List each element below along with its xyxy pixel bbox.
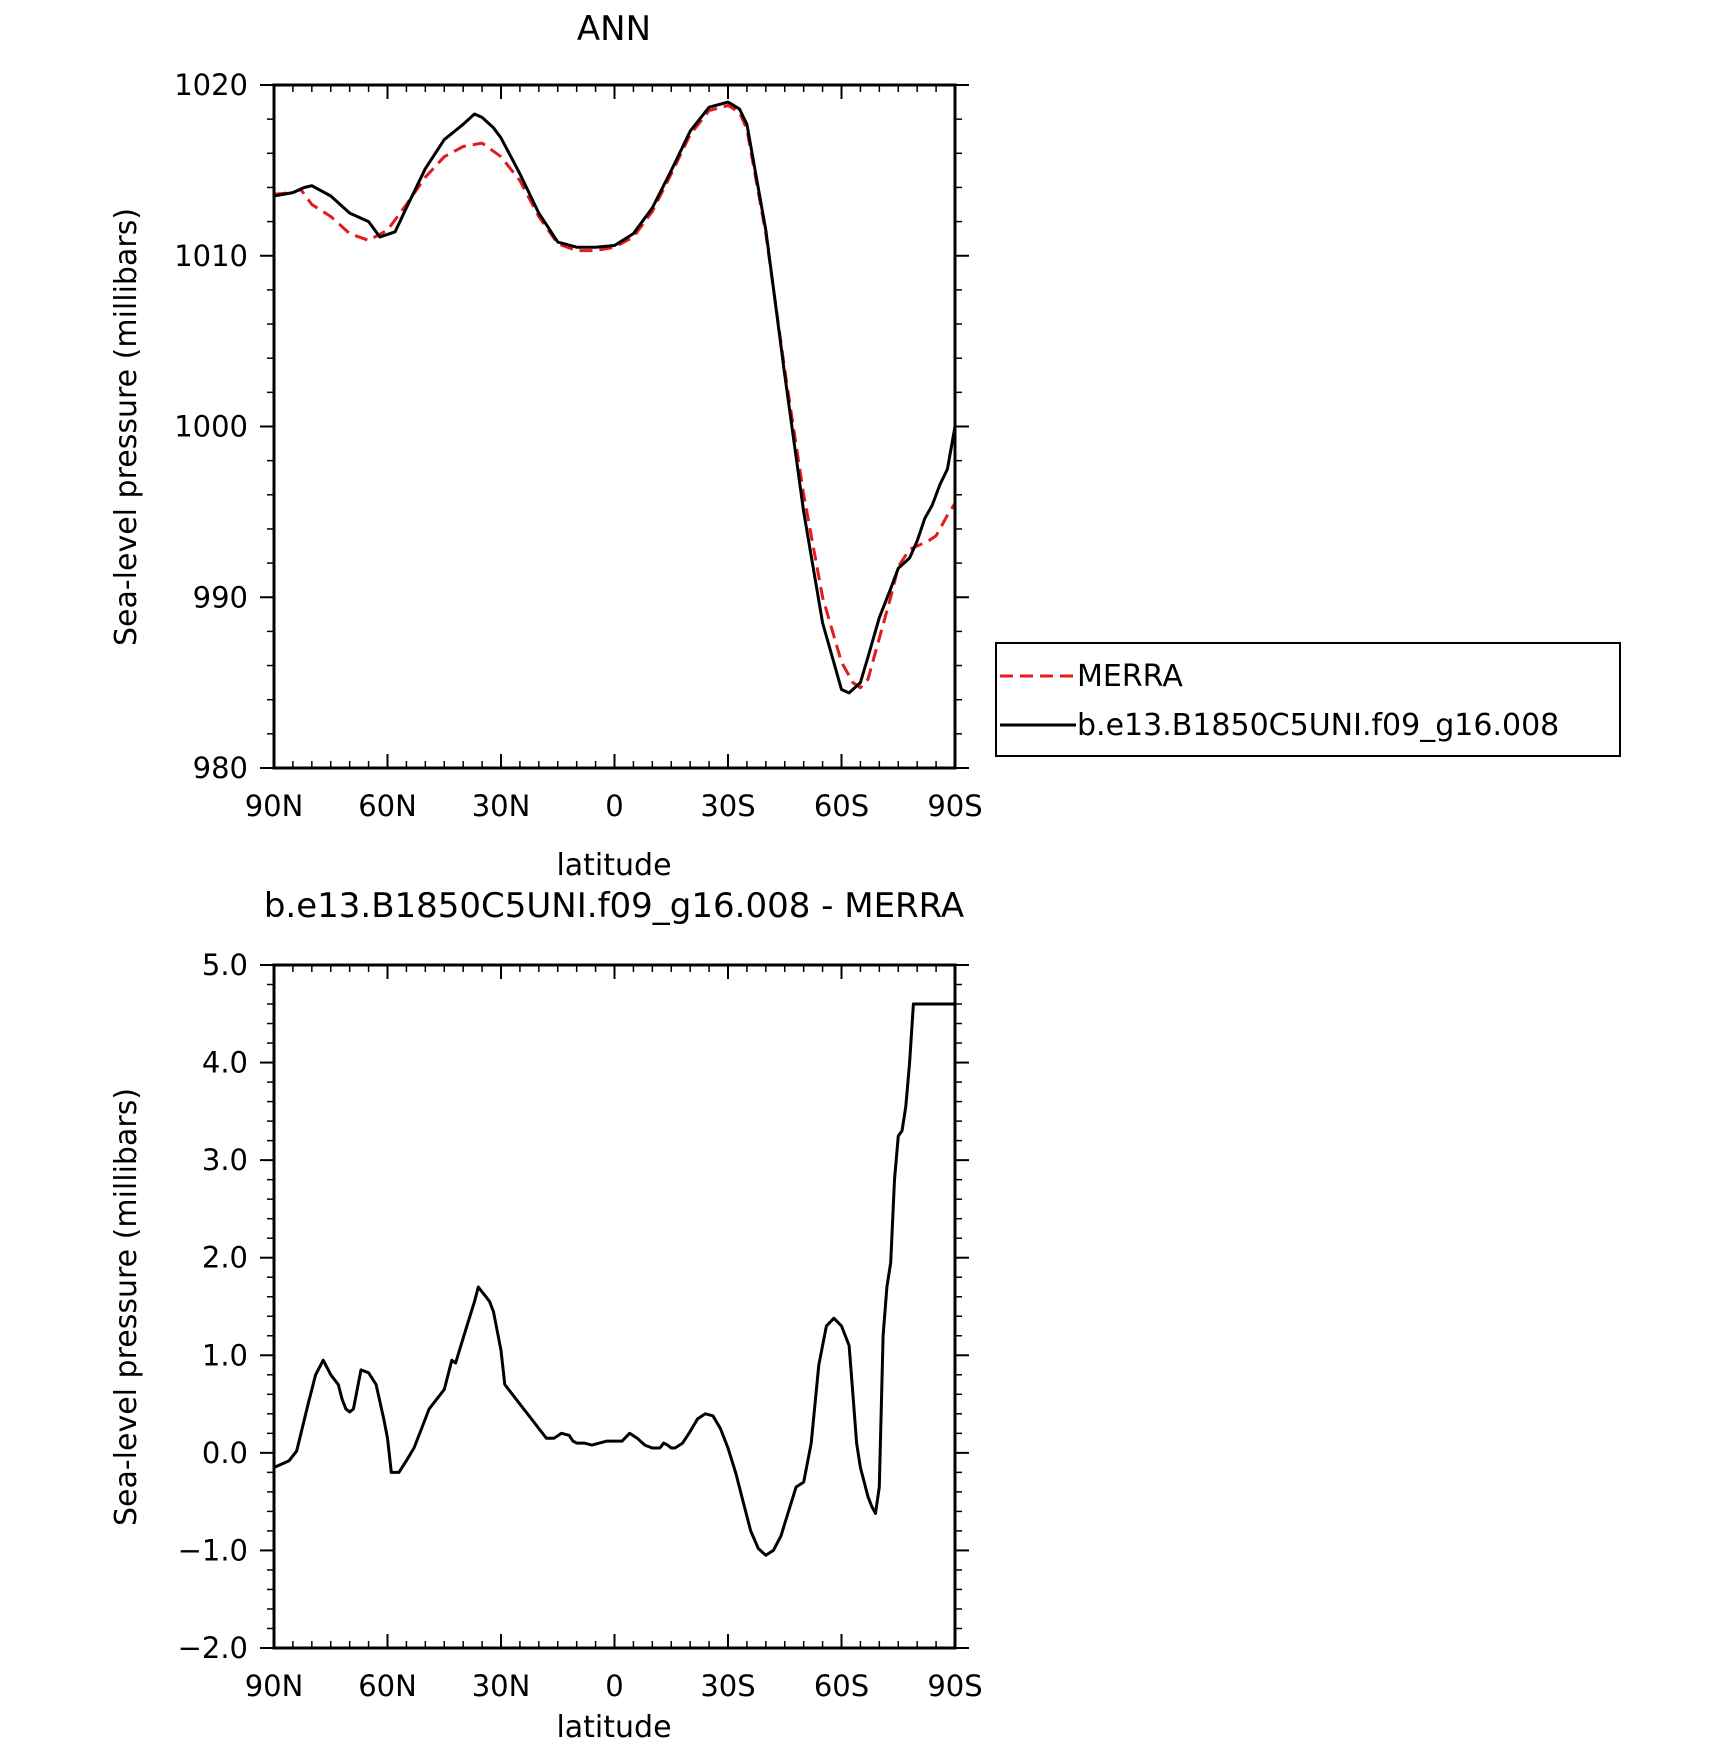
legend-label-model: b.e13.B1850C5UNI.f09_g16.008 xyxy=(1077,708,1559,743)
upper-chart-y-axis-label: Sea-level pressure (millibars) xyxy=(109,208,144,646)
y-tick-label: −2.0 xyxy=(178,1631,248,1665)
lower-chart-x-axis-label: latitude xyxy=(556,1710,671,1745)
legend-label-merra: MERRA xyxy=(1077,659,1183,694)
y-tick-label: 980 xyxy=(193,751,248,785)
lower-chart-panel: b.e13.B1850C5UNI.f09_g16.008 - MERRA 90N… xyxy=(109,886,983,1745)
series-line-0 xyxy=(273,104,957,690)
upper-chart-panel: ANN 90N 60N 30N 0 30S 60S 90S 980 990 1000 1010 10… xyxy=(109,9,1621,883)
y-tick-label: 2.0 xyxy=(202,1241,248,1275)
x-tick-label: 30S xyxy=(700,1669,755,1703)
y-tick-label: 1010 xyxy=(174,239,248,273)
lower-chart-x-tick-labels: 90N 60N 30N 0 30S 60S 90S xyxy=(245,1669,983,1703)
y-tick-label: 3.0 xyxy=(202,1143,248,1177)
y-tick-label: 5.0 xyxy=(202,948,248,982)
lower-chart-ticks xyxy=(260,964,969,1649)
series-line-0 xyxy=(273,1002,955,1557)
upper-chart-series xyxy=(273,100,957,695)
upper-chart-ticks xyxy=(260,84,969,769)
y-tick-label: 990 xyxy=(193,580,248,614)
y-tick-label: 1020 xyxy=(174,68,248,102)
lower-chart-y-tick-labels: −2.0 −1.0 0.0 1.0 2.0 3.0 4.0 5.0 xyxy=(178,948,248,1665)
x-tick-label: 90S xyxy=(927,1669,982,1703)
x-tick-label: 0 xyxy=(605,1669,623,1703)
legend-box xyxy=(995,642,1621,757)
series-line-1 xyxy=(273,100,957,695)
y-tick-label: 4.0 xyxy=(202,1046,248,1080)
x-tick-label: 90N xyxy=(245,789,304,823)
y-tick-label: 0.0 xyxy=(202,1436,248,1470)
legend: MERRA b.e13.B1850C5UNI.f09_g16.008 xyxy=(995,642,1621,757)
x-tick-label: 30N xyxy=(472,789,531,823)
lower-chart-y-axis-label: Sea-level pressure (millibars) xyxy=(109,1088,144,1526)
lower-chart-title: b.e13.B1850C5UNI.f09_g16.008 - MERRA xyxy=(264,886,964,926)
x-tick-label: 30S xyxy=(700,789,755,823)
x-tick-label: 60N xyxy=(358,789,417,823)
upper-chart-x-axis-label: latitude xyxy=(556,848,671,883)
x-tick-label: 90N xyxy=(245,1669,304,1703)
upper-chart-x-tick-labels: 90N 60N 30N 0 30S 60S 90S xyxy=(245,789,983,823)
x-tick-label: 60N xyxy=(358,1669,417,1703)
upper-chart-title: ANN xyxy=(577,9,651,49)
x-tick-label: 60S xyxy=(814,789,869,823)
upper-chart-y-tick-labels: 980 990 1000 1010 1020 xyxy=(174,68,248,785)
lower-chart-series xyxy=(273,1002,955,1557)
x-tick-label: 30N xyxy=(472,1669,531,1703)
lower-chart-frame xyxy=(272,963,957,1650)
upper-chart-frame xyxy=(272,83,957,770)
y-tick-label: 1000 xyxy=(174,410,248,444)
y-tick-label: −1.0 xyxy=(178,1533,248,1567)
y-tick-label: 1.0 xyxy=(202,1338,248,1372)
x-tick-label: 90S xyxy=(927,789,982,823)
x-tick-label: 0 xyxy=(605,789,623,823)
x-tick-label: 60S xyxy=(814,1669,869,1703)
